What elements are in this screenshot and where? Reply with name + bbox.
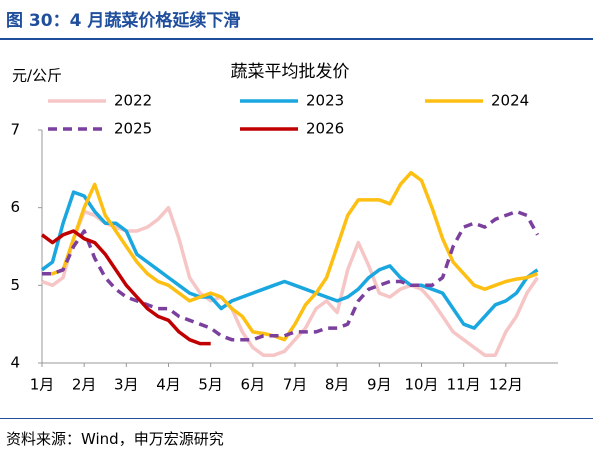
x-tick-label: 4月 — [156, 376, 181, 394]
series-line — [42, 209, 540, 342]
x-tick-label: 11月 — [447, 376, 481, 394]
x-tick-label: 9月 — [367, 376, 392, 394]
x-tick-label: 3月 — [114, 376, 139, 394]
x-tick-label: 2月 — [72, 376, 97, 394]
header-rule — [0, 38, 593, 40]
x-tick-label: 5月 — [198, 376, 223, 394]
y-tick-label: 5 — [10, 276, 20, 294]
y-tick-label: 7 — [10, 121, 20, 139]
header-title: 图 30：4 月蔬菜价格延续下滑 — [6, 11, 241, 31]
legend-label: 2023 — [306, 92, 344, 110]
x-tick-label: 10月 — [404, 376, 438, 394]
footer-rule — [0, 418, 593, 419]
x-tick-label: 12月 — [489, 376, 523, 394]
y-tick-label: 4 — [10, 354, 20, 372]
x-tick-label: 7月 — [283, 376, 308, 394]
x-tick-label: 8月 — [325, 376, 350, 394]
series-line — [42, 170, 539, 342]
x-tick-label: 6月 — [241, 376, 266, 394]
legend-label: 2025 — [114, 120, 152, 138]
y-tick-label: 6 — [10, 198, 20, 216]
chart: 蔬菜平均批发价 元/公斤 4 5 6 7 1月 2月 3月 4月 5月 6月 7月 8月 9月 10月 11… — [10, 62, 558, 394]
legend-label: 2022 — [114, 92, 152, 110]
series-line — [40, 190, 539, 330]
series-line — [40, 229, 211, 346]
chart-title: 蔬菜平均批发价 — [231, 62, 350, 82]
legend-label: 2024 — [491, 92, 529, 110]
source-note: 资料来源：Wind，申万宏源研究 — [6, 430, 224, 448]
y-axis-label: 元/公斤 — [12, 67, 62, 85]
x-tick-label: 1月 — [30, 376, 55, 394]
legend-label: 2026 — [306, 120, 344, 138]
